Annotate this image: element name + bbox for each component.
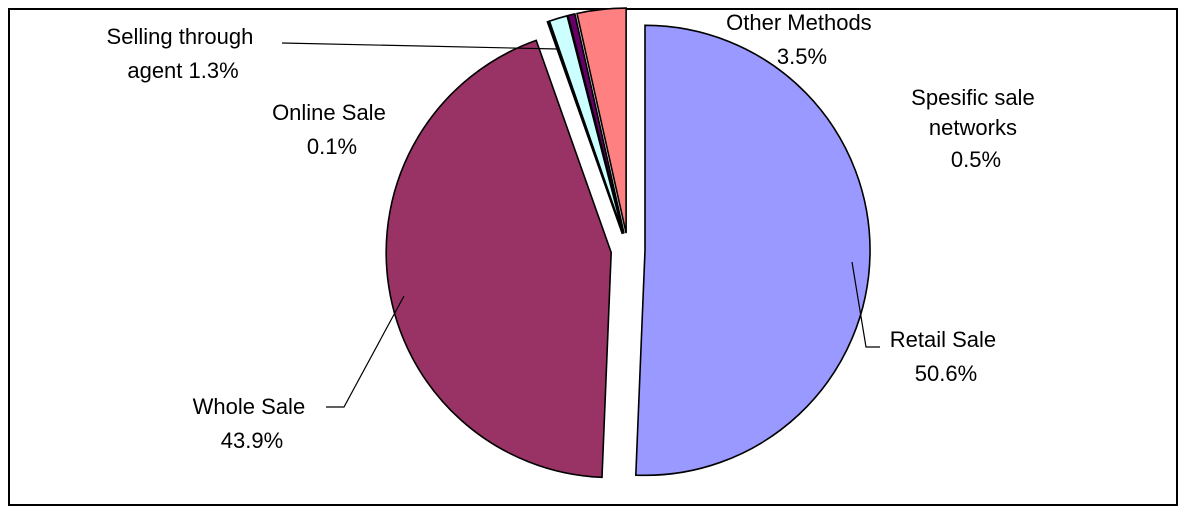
pie-slice-whole-sale <box>385 39 612 479</box>
slice-label-online-sale: Online Sale 0.1% <box>272 100 392 159</box>
pie-slice-retail-sale <box>634 24 871 477</box>
slice-label-other-methods: Other Methods 3.5% <box>726 10 878 69</box>
slice-label-spesific-sale-networks: Spesific sale networks 0.5% <box>911 85 1041 172</box>
labels-layer: Retail Sale 50.6% Whole Sale 43.9% Onlin… <box>107 10 1041 453</box>
slice-label-selling-through-agent: Selling through agent 1.3% <box>107 24 260 83</box>
leaders-layer <box>281 42 880 408</box>
slice-label-retail-sale: Retail Sale 50.6% <box>890 327 1003 386</box>
slice-label-whole-sale: Whole Sale 43.9% <box>193 394 312 453</box>
leader-line-retail-sale <box>851 261 880 348</box>
pie-slice-selling-through-agent <box>548 14 624 234</box>
pie-slice-spesific-sale-networks <box>567 12 625 234</box>
leader-line-whole-sale <box>326 295 405 408</box>
leader-line-selling-through-agent <box>281 42 559 50</box>
slices-layer <box>385 7 871 479</box>
pie-slice-other-methods <box>576 7 627 234</box>
